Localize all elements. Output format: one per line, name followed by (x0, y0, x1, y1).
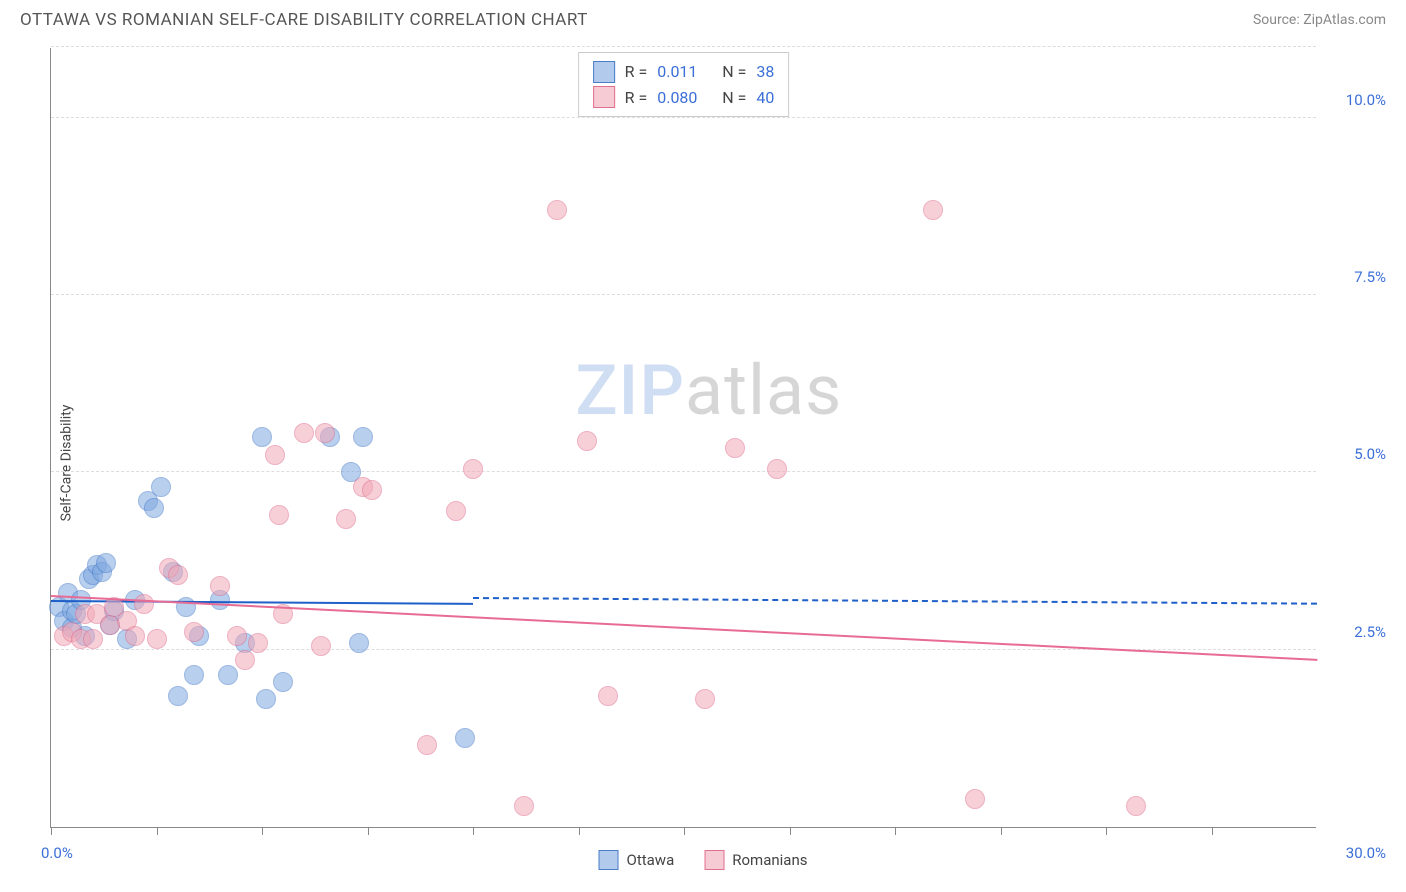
correlation-legend: R = 0.011 N = 38 R = 0.080 N = 40 (578, 52, 790, 117)
data-point (235, 650, 255, 670)
y-tick-label: 2.5% (1326, 623, 1386, 641)
x-tick (1212, 827, 1213, 835)
n-label: N = (722, 59, 746, 85)
data-point (168, 686, 188, 706)
data-point (184, 665, 204, 685)
series-legend: Ottawa Romanians (599, 850, 808, 870)
legend-swatch (593, 86, 615, 108)
x-tick (262, 827, 263, 835)
r-label: R = (625, 85, 648, 111)
data-point (514, 796, 534, 816)
legend-row: R = 0.080 N = 40 (593, 85, 775, 111)
watermark: ZIPatlas (575, 350, 842, 432)
x-tick (473, 827, 474, 835)
data-point (147, 629, 167, 649)
source-attribution: Source: ZipAtlas.com (1253, 12, 1386, 28)
legend-swatch (599, 850, 619, 870)
legend-item: Ottawa (599, 850, 675, 870)
data-point (336, 509, 356, 529)
y-tick-label: 10.0% (1326, 91, 1386, 109)
x-tick (579, 827, 580, 835)
y-tick-label: 5.0% (1326, 445, 1386, 463)
data-point (252, 427, 272, 447)
data-point (598, 686, 618, 706)
x-tick (368, 827, 369, 835)
data-point (256, 689, 276, 709)
x-tick (1106, 827, 1107, 835)
data-point (446, 501, 466, 521)
data-point (577, 431, 597, 451)
data-point (144, 498, 164, 518)
chart-container: Self-Care Disability R =0.011N =38R =0.0… (0, 38, 1406, 888)
data-point (210, 576, 230, 596)
data-point (168, 565, 188, 585)
data-point (273, 672, 293, 692)
r-value: 0.011 (657, 59, 712, 85)
x-max-label: 30.0% (1346, 844, 1386, 862)
x-tick (1001, 827, 1002, 835)
data-point (767, 459, 787, 479)
chart-header: OTTAWA VS ROMANIAN SELF-CARE DISABILITY … (0, 0, 1406, 38)
chart-title: OTTAWA VS ROMANIAN SELF-CARE DISABILITY … (20, 10, 588, 30)
gridline (51, 46, 1316, 47)
data-point (125, 626, 145, 646)
data-point (294, 423, 314, 443)
data-point (218, 665, 238, 685)
n-value: 38 (756, 59, 774, 85)
data-point (134, 594, 154, 614)
trend-line (473, 597, 1317, 605)
y-tick-label: 7.5% (1326, 268, 1386, 286)
data-point (311, 636, 331, 656)
data-point (463, 459, 483, 479)
data-point (151, 477, 171, 497)
x-tick (51, 827, 52, 835)
x-tick (157, 827, 158, 835)
data-point (265, 445, 285, 465)
data-point (184, 622, 204, 642)
legend-label: Romanians (732, 851, 807, 869)
r-label: R = (625, 59, 648, 85)
x-tick (895, 827, 896, 835)
x-tick (684, 827, 685, 835)
data-point (965, 789, 985, 809)
gridline (51, 294, 1316, 295)
data-point (315, 423, 335, 443)
data-point (227, 626, 247, 646)
r-value: 0.080 (657, 85, 712, 111)
legend-swatch (593, 61, 615, 83)
n-label: N = (722, 85, 746, 111)
data-point (96, 553, 116, 573)
legend-row: R = 0.011 N = 38 (593, 59, 775, 85)
data-point (269, 505, 289, 525)
data-point (83, 629, 103, 649)
legend-label: Ottawa (627, 851, 675, 869)
data-point (695, 689, 715, 709)
data-point (362, 480, 382, 500)
data-point (349, 633, 369, 653)
n-value: 40 (756, 85, 774, 111)
data-point (248, 633, 268, 653)
x-tick (790, 827, 791, 835)
data-point (417, 735, 437, 755)
data-point (455, 728, 475, 748)
data-point (547, 200, 567, 220)
x-min-label: 0.0% (41, 844, 73, 862)
data-point (353, 427, 373, 447)
legend-swatch (704, 850, 724, 870)
plot-area: R =0.011N =38R =0.080N =40 ZIPatlas 2.5%… (50, 48, 1316, 828)
data-point (1126, 796, 1146, 816)
data-point (725, 438, 745, 458)
data-point (923, 200, 943, 220)
gridline (51, 471, 1316, 472)
legend-item: Romanians (704, 850, 807, 870)
